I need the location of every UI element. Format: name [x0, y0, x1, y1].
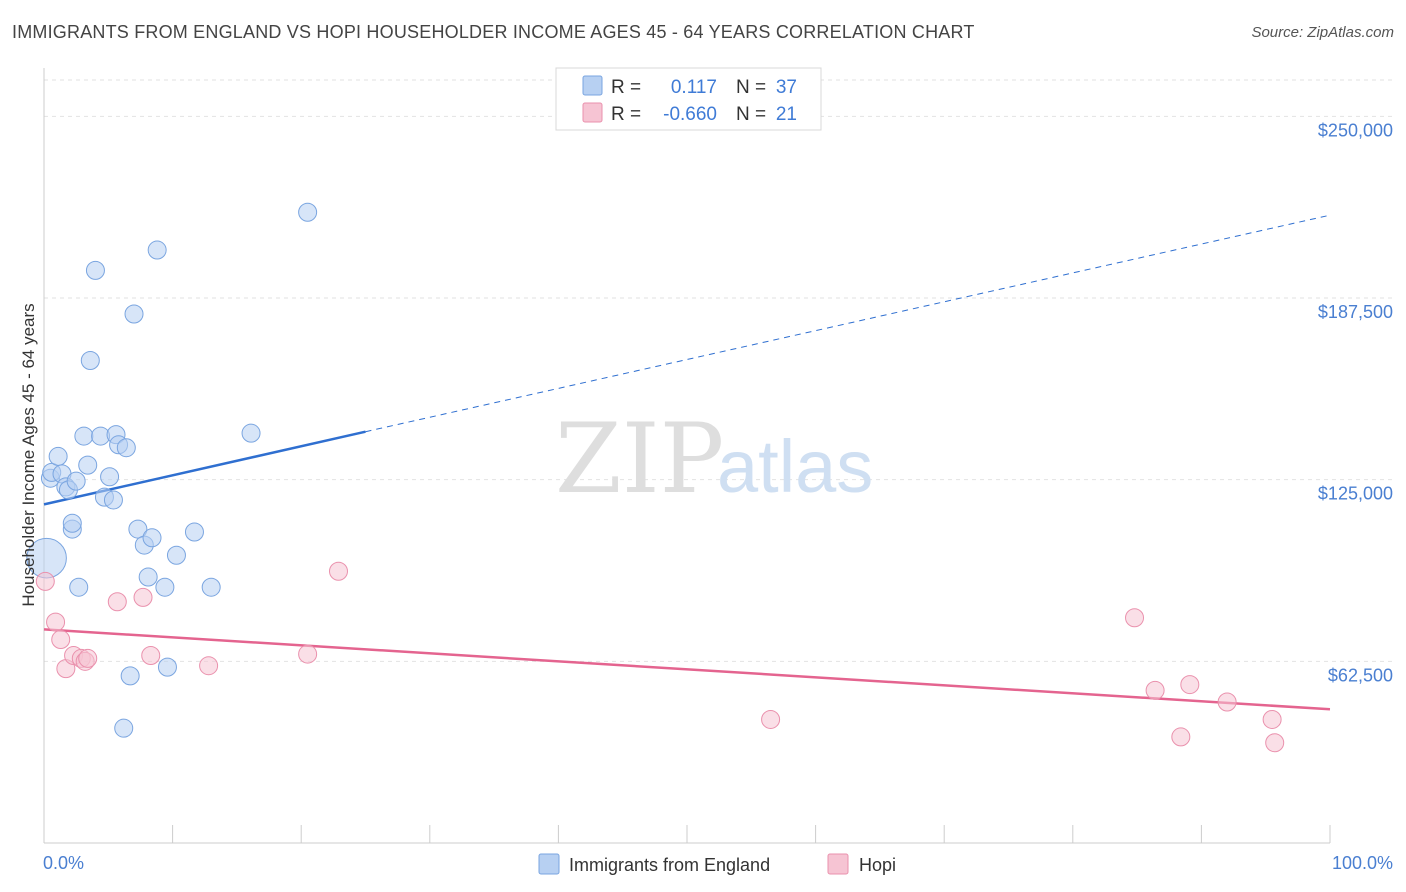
data-point-hopi — [35, 571, 55, 591]
data-point-england — [201, 577, 221, 597]
data-point-england — [241, 423, 261, 443]
data-point-england — [74, 426, 94, 446]
data-point-hopi — [78, 648, 98, 668]
correlation-legend: R = 0.117 N = 37 R = -0.660 N = 21 — [555, 67, 822, 131]
data-point-england — [48, 446, 68, 466]
data-point-england — [124, 304, 144, 324]
data-point-hopi — [1171, 727, 1191, 747]
data-point-england — [155, 577, 175, 597]
data-point-hopi — [107, 592, 127, 612]
y-axis-label: Householder Income Ages 45 - 64 years — [19, 303, 38, 606]
legend-n-label-hopi: N = — [736, 104, 766, 125]
legend-n-label-england: N = — [736, 77, 766, 98]
data-point-england — [85, 260, 105, 280]
data-point-hopi — [1145, 680, 1165, 700]
x-tick-min: 0.0% — [43, 853, 84, 873]
data-point-england — [166, 545, 186, 565]
data-point-england — [69, 577, 89, 597]
y-tick-label: $187,500 — [1318, 302, 1393, 322]
data-point-england — [103, 490, 123, 510]
data-point-england — [298, 202, 318, 222]
series-legend-label-england: Immigrants from England — [569, 855, 770, 875]
data-point-hopi — [328, 561, 348, 581]
data-point-england — [120, 666, 140, 686]
data-point-england — [147, 240, 167, 260]
data-point-hopi — [298, 644, 318, 664]
y-tick-label: $250,000 — [1318, 120, 1393, 140]
data-point-england — [114, 718, 134, 738]
legend-r-value-hopi: -0.660 — [663, 104, 717, 125]
legend-n-value-england: 37 — [776, 77, 797, 98]
data-points — [26, 202, 1285, 753]
data-point-hopi — [1262, 709, 1282, 729]
legend-r-value-england: 0.117 — [671, 77, 717, 98]
data-point-hopi — [141, 646, 161, 666]
legend-swatch-hopi — [582, 102, 603, 123]
data-point-hopi — [1217, 692, 1237, 712]
legend-r-label-hopi: R = — [611, 104, 641, 125]
data-point-england — [184, 522, 204, 542]
data-point-hopi — [1125, 608, 1145, 628]
axes — [43, 68, 1331, 844]
data-point-hopi — [133, 587, 153, 607]
series-legend-swatch-hopi — [827, 853, 849, 875]
y-tick-labels: $62,500 $125,000 $187,500 $250,000 — [1318, 120, 1393, 685]
y-tick-label: $125,000 — [1318, 484, 1393, 504]
chart-title: IMMIGRANTS FROM ENGLAND VS HOPI HOUSEHOL… — [12, 22, 975, 42]
legend-r-label-england: R = — [611, 77, 641, 98]
trend-line-england-extrapolated — [365, 214, 1331, 433]
data-point-hopi — [51, 630, 71, 650]
data-point-england — [62, 513, 82, 533]
x-tick-max: 100.0% — [1332, 853, 1393, 873]
watermark-zip: ZIP — [555, 403, 724, 515]
data-point-hopi — [46, 612, 66, 632]
data-point-england — [116, 438, 136, 458]
legend-swatch-england — [582, 75, 603, 96]
zipatlas-watermark: ZIP atlas — [555, 403, 873, 515]
data-point-hopi — [1180, 675, 1200, 695]
gridlines — [44, 79, 1395, 662]
data-point-england — [157, 657, 177, 677]
series-legend-swatch-england — [538, 853, 560, 875]
data-point-hopi — [199, 656, 219, 676]
data-point-england — [66, 471, 86, 491]
data-point-england — [138, 567, 158, 587]
data-point-england — [100, 467, 120, 487]
data-point-hopi — [761, 709, 781, 729]
data-point-hopi — [1265, 733, 1285, 753]
y-tick-label: $62,500 — [1328, 665, 1393, 685]
series-legend: Immigrants from England Hopi — [538, 853, 896, 875]
source-label: Source: ZipAtlas.com — [1251, 24, 1394, 41]
data-point-england — [142, 528, 162, 548]
trend-line-hopi — [43, 628, 1331, 711]
data-point-england — [78, 455, 98, 475]
legend-n-value-hopi: 21 — [776, 104, 797, 125]
data-point-england — [80, 350, 100, 370]
series-legend-label-hopi: Hopi — [859, 855, 896, 875]
watermark-atlas: atlas — [717, 425, 873, 508]
